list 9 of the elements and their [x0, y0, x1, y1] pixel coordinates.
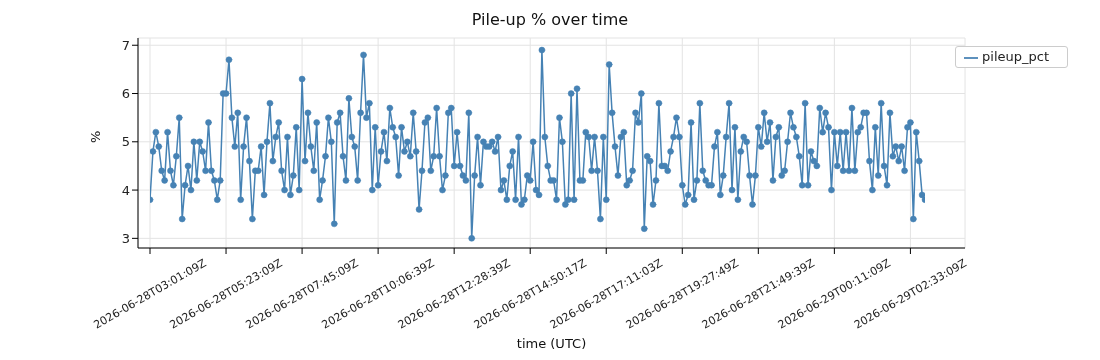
y-axis-title: %: [87, 130, 103, 143]
y-tick-label: 5: [121, 134, 130, 150]
y-tick-label: 7: [121, 37, 130, 53]
x-axis-title: time (UTC): [516, 336, 587, 351]
y-tick-label: 3: [121, 230, 130, 246]
legend-label: pileup_pct: [982, 49, 1049, 64]
chart-title: Pile-up % over time: [470, 9, 630, 31]
y-tick-label: 6: [121, 86, 130, 102]
y-tick-label: 4: [121, 182, 130, 198]
